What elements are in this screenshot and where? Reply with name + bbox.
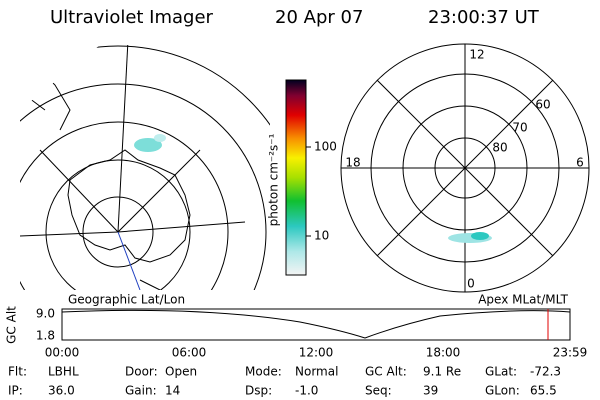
field-label: Seq: (365, 384, 392, 398)
field-value: 36.0 (48, 384, 75, 398)
right-map-label: Apex MLat/MLT (478, 293, 568, 307)
field-label: GLat: (485, 365, 517, 379)
field-label: Gain: (125, 384, 157, 398)
mlt-label: 18 (345, 156, 360, 170)
x-tick-label: 23:59 (553, 346, 588, 360)
x-tick-label: 00:00 (45, 346, 80, 360)
time: 23:00:37 UT (428, 7, 540, 28)
field-label: Door: (125, 365, 158, 379)
x-tick-label: 06:00 (172, 346, 207, 360)
title: Ultraviolet Imager (50, 7, 214, 28)
field-label: Flt: (8, 365, 27, 379)
lat-label: 80 (492, 141, 507, 155)
field-value: 65.5 (530, 384, 557, 398)
polar-map (340, 43, 590, 293)
field-label: Dsp: (245, 384, 272, 398)
mlt-label: 6 (576, 156, 584, 170)
footer: Flt: LBHL Door: Open Mode: Normal GC Alt: 9.1 R… (8, 365, 561, 398)
field-label: Mode: (245, 365, 282, 379)
field-value: 9.1 Re (423, 365, 461, 379)
altitude-curve (61, 309, 571, 339)
field-value: -1.0 (295, 384, 318, 398)
colorbar-tick: 100 (314, 140, 337, 154)
mlt-label: 0 (467, 277, 475, 291)
field-value: -72.3 (530, 365, 561, 379)
mlt-label: 12 (469, 48, 484, 62)
date: 20 Apr 07 (275, 7, 363, 28)
field-value: Normal (295, 365, 338, 379)
field-value: LBHL (48, 365, 79, 379)
field-value: Open (165, 365, 197, 379)
timeline (61, 308, 571, 341)
field-label: IP: (8, 384, 23, 398)
colorbar-label: photon cm⁻²s⁻¹ (267, 133, 281, 226)
y-tick-label: 9.0 (36, 307, 55, 321)
x-tick-label: 18:00 (426, 346, 461, 360)
colorbar (285, 79, 307, 276)
lat-label: 70 (512, 121, 527, 135)
timeline-axis-label: GC Alt (5, 306, 19, 344)
colorbar-tick: 10 (314, 229, 329, 243)
y-tick-label: 1.8 (36, 329, 55, 343)
field-value: 39 (423, 384, 438, 398)
left-map-label: Geographic Lat/Lon (68, 293, 185, 307)
field-value: 14 (165, 384, 180, 398)
lat-label: 60 (535, 98, 550, 112)
x-tick-label: 12:00 (299, 346, 334, 360)
field-label: GLon: (485, 384, 520, 398)
field-label: GC Alt: (365, 365, 407, 379)
